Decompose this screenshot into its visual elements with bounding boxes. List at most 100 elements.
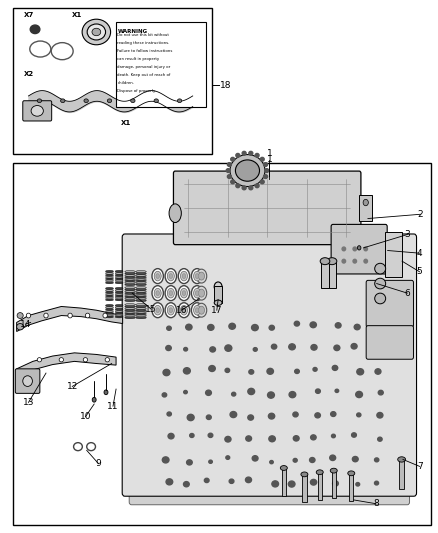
Ellipse shape (184, 348, 187, 351)
Ellipse shape (225, 368, 230, 373)
Bar (282, 468, 286, 496)
Ellipse shape (231, 180, 235, 184)
Ellipse shape (330, 455, 336, 461)
Ellipse shape (255, 184, 259, 188)
Ellipse shape (162, 393, 167, 397)
Ellipse shape (60, 99, 65, 102)
Ellipse shape (210, 347, 215, 352)
Text: 6: 6 (404, 289, 410, 297)
Bar (328, 262, 336, 288)
Ellipse shape (191, 269, 203, 284)
Ellipse shape (136, 272, 146, 274)
Ellipse shape (214, 300, 222, 305)
Ellipse shape (327, 258, 337, 265)
Ellipse shape (351, 344, 357, 349)
Ellipse shape (178, 303, 190, 318)
Ellipse shape (106, 272, 113, 274)
Ellipse shape (169, 274, 173, 279)
Text: damage, personal injury or: damage, personal injury or (117, 65, 171, 69)
Ellipse shape (356, 391, 363, 398)
Ellipse shape (136, 296, 146, 298)
Ellipse shape (125, 304, 135, 306)
Ellipse shape (270, 461, 273, 464)
Ellipse shape (232, 392, 236, 396)
Text: 15: 15 (145, 305, 157, 313)
Ellipse shape (115, 306, 123, 309)
Ellipse shape (136, 288, 146, 290)
Ellipse shape (125, 305, 135, 308)
Ellipse shape (363, 199, 368, 206)
Ellipse shape (115, 297, 123, 299)
Ellipse shape (332, 434, 336, 438)
Ellipse shape (353, 247, 357, 251)
Ellipse shape (83, 358, 88, 362)
Bar (214, 286, 222, 303)
Ellipse shape (106, 295, 113, 297)
Ellipse shape (315, 389, 320, 393)
Ellipse shape (136, 280, 146, 282)
Text: X7: X7 (24, 12, 34, 18)
Ellipse shape (331, 411, 336, 416)
Ellipse shape (265, 168, 269, 173)
Ellipse shape (125, 271, 135, 272)
Ellipse shape (335, 389, 339, 392)
Ellipse shape (106, 276, 113, 278)
Ellipse shape (191, 303, 203, 318)
Ellipse shape (342, 260, 346, 263)
Bar (321, 262, 329, 288)
Ellipse shape (205, 478, 209, 482)
Polygon shape (17, 353, 116, 377)
Ellipse shape (269, 436, 276, 442)
Ellipse shape (74, 442, 82, 451)
Text: 17: 17 (211, 306, 223, 314)
Ellipse shape (248, 415, 254, 420)
Ellipse shape (154, 99, 159, 102)
Ellipse shape (115, 276, 123, 278)
Ellipse shape (136, 292, 146, 294)
FancyBboxPatch shape (366, 326, 413, 359)
Text: X1: X1 (120, 120, 131, 126)
Ellipse shape (169, 291, 173, 296)
Ellipse shape (166, 479, 173, 485)
Ellipse shape (152, 303, 163, 318)
Ellipse shape (17, 312, 23, 318)
Ellipse shape (136, 274, 146, 276)
Ellipse shape (125, 296, 135, 298)
Ellipse shape (115, 312, 123, 314)
Ellipse shape (372, 321, 378, 326)
Ellipse shape (125, 274, 135, 276)
Ellipse shape (206, 415, 211, 419)
Ellipse shape (115, 316, 123, 318)
Ellipse shape (208, 325, 214, 330)
Text: 12: 12 (67, 382, 78, 391)
Text: Dispose of properly.: Dispose of properly. (117, 89, 156, 93)
Ellipse shape (248, 389, 254, 394)
Ellipse shape (260, 157, 264, 161)
Text: 18: 18 (220, 81, 232, 90)
Ellipse shape (26, 313, 31, 318)
Text: reading these instructions.: reading these instructions. (117, 41, 170, 45)
Ellipse shape (378, 437, 382, 441)
Ellipse shape (106, 278, 113, 280)
Ellipse shape (165, 286, 177, 301)
Ellipse shape (356, 482, 360, 486)
Ellipse shape (136, 290, 146, 292)
Ellipse shape (315, 413, 321, 418)
Ellipse shape (125, 288, 135, 290)
Ellipse shape (166, 345, 171, 351)
Ellipse shape (136, 271, 146, 272)
Ellipse shape (136, 304, 146, 306)
Ellipse shape (136, 317, 146, 319)
Ellipse shape (249, 186, 253, 190)
Ellipse shape (357, 246, 361, 250)
Ellipse shape (44, 313, 48, 318)
Ellipse shape (184, 482, 189, 487)
Ellipse shape (311, 479, 317, 485)
Ellipse shape (267, 368, 273, 374)
Ellipse shape (115, 308, 123, 310)
Ellipse shape (311, 344, 317, 350)
Ellipse shape (180, 305, 187, 315)
Ellipse shape (106, 270, 113, 272)
Ellipse shape (156, 291, 159, 296)
Text: X1: X1 (72, 12, 82, 18)
